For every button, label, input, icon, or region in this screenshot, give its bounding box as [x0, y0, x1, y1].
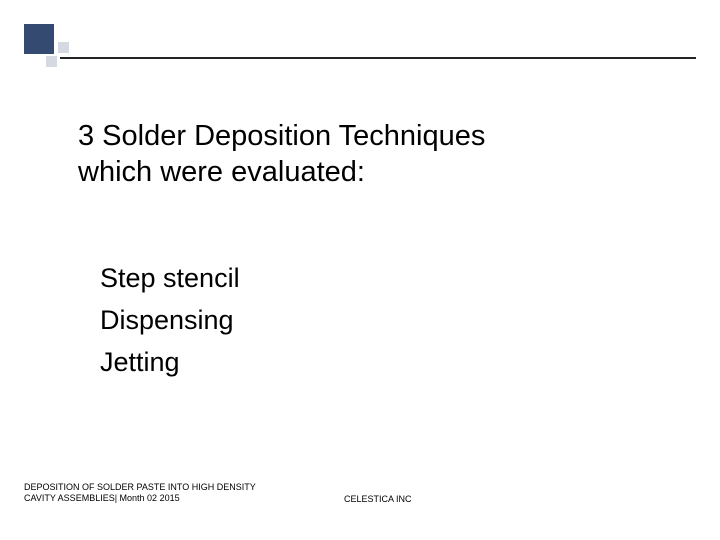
title-line: 3 Solder Deposition Techniques	[78, 118, 660, 154]
bullet-list: Step stencil Dispensing Jetting	[100, 258, 240, 384]
list-item: Dispensing	[100, 300, 240, 342]
footer-text: CAVITY ASSEMBLIES| Month 02 2015	[24, 493, 304, 504]
footer: DEPOSITION OF SOLDER PASTE INTO HIGH DEN…	[24, 482, 696, 505]
decoration-small-square	[46, 56, 57, 67]
footer-left: DEPOSITION OF SOLDER PASTE INTO HIGH DEN…	[24, 482, 304, 505]
footer-company: CELESTICA INC	[344, 494, 412, 504]
list-item: Step stencil	[100, 258, 240, 300]
decoration-small-square	[58, 42, 69, 53]
top-divider	[60, 57, 696, 59]
title-line: which were evaluated:	[78, 154, 660, 190]
slide-title: 3 Solder Deposition Techniques which wer…	[78, 118, 660, 191]
footer-text: DEPOSITION OF SOLDER PASTE INTO HIGH DEN…	[24, 482, 304, 493]
decoration-big-square	[24, 24, 54, 54]
list-item: Jetting	[100, 342, 240, 384]
